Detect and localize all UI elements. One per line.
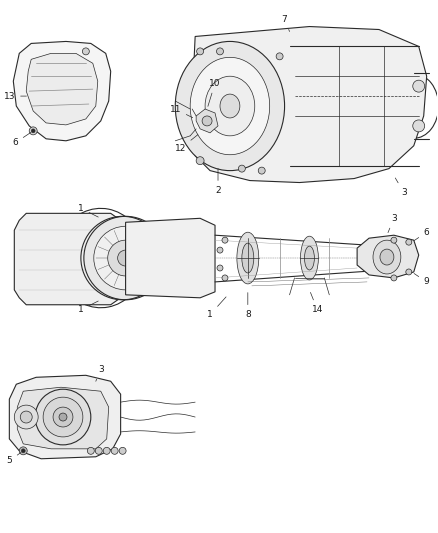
Circle shape	[111, 447, 118, 454]
Circle shape	[413, 120, 425, 132]
Circle shape	[31, 129, 35, 133]
Circle shape	[84, 216, 167, 300]
Circle shape	[202, 116, 212, 126]
Circle shape	[43, 397, 83, 437]
Circle shape	[406, 269, 412, 275]
Circle shape	[217, 247, 223, 253]
Circle shape	[118, 250, 134, 266]
Circle shape	[29, 127, 37, 135]
Polygon shape	[196, 109, 218, 133]
Circle shape	[19, 447, 27, 455]
Ellipse shape	[380, 249, 394, 265]
Ellipse shape	[190, 58, 270, 155]
Ellipse shape	[205, 76, 255, 136]
Circle shape	[21, 449, 25, 453]
Circle shape	[14, 405, 38, 429]
Circle shape	[222, 237, 228, 243]
Circle shape	[276, 53, 283, 60]
Polygon shape	[13, 42, 111, 141]
Text: 3: 3	[388, 214, 397, 232]
Circle shape	[20, 411, 32, 423]
Circle shape	[391, 275, 397, 281]
Circle shape	[222, 275, 228, 281]
Polygon shape	[192, 27, 427, 182]
Circle shape	[197, 48, 204, 55]
Text: 8: 8	[245, 293, 251, 319]
Ellipse shape	[304, 246, 314, 270]
Text: 5: 5	[7, 453, 21, 465]
Text: 6: 6	[414, 228, 430, 240]
Text: 9: 9	[414, 273, 430, 286]
Circle shape	[119, 447, 126, 454]
Text: 3: 3	[395, 178, 407, 197]
Circle shape	[413, 80, 425, 92]
Circle shape	[87, 447, 94, 454]
Text: 13: 13	[4, 92, 26, 101]
Circle shape	[196, 157, 204, 165]
Circle shape	[238, 165, 245, 172]
Ellipse shape	[175, 42, 285, 171]
Circle shape	[103, 447, 110, 454]
Text: 1: 1	[78, 301, 98, 314]
Text: 6: 6	[12, 132, 31, 147]
Circle shape	[59, 413, 67, 421]
Circle shape	[258, 167, 265, 174]
Polygon shape	[17, 387, 109, 449]
Circle shape	[35, 389, 91, 445]
Circle shape	[94, 226, 157, 290]
Ellipse shape	[237, 232, 259, 284]
Text: 3: 3	[96, 365, 104, 381]
Ellipse shape	[242, 243, 254, 273]
Text: 10: 10	[208, 79, 221, 107]
Text: 1: 1	[78, 204, 98, 217]
Polygon shape	[14, 213, 126, 305]
Ellipse shape	[373, 240, 401, 274]
Ellipse shape	[300, 236, 318, 280]
Polygon shape	[126, 219, 215, 298]
Text: 7: 7	[282, 15, 290, 31]
Polygon shape	[26, 53, 98, 125]
Text: 12: 12	[175, 135, 198, 154]
Circle shape	[391, 237, 397, 243]
Polygon shape	[9, 375, 120, 459]
Circle shape	[216, 48, 223, 55]
Text: 11: 11	[170, 104, 193, 118]
Circle shape	[217, 265, 223, 271]
Circle shape	[95, 447, 102, 454]
Circle shape	[82, 48, 89, 55]
Circle shape	[406, 239, 412, 245]
Text: 2: 2	[215, 168, 221, 195]
Text: 14: 14	[311, 293, 323, 314]
Polygon shape	[357, 235, 419, 278]
Ellipse shape	[220, 94, 240, 118]
Circle shape	[108, 240, 144, 276]
Text: 1: 1	[207, 297, 226, 319]
Circle shape	[53, 407, 73, 427]
